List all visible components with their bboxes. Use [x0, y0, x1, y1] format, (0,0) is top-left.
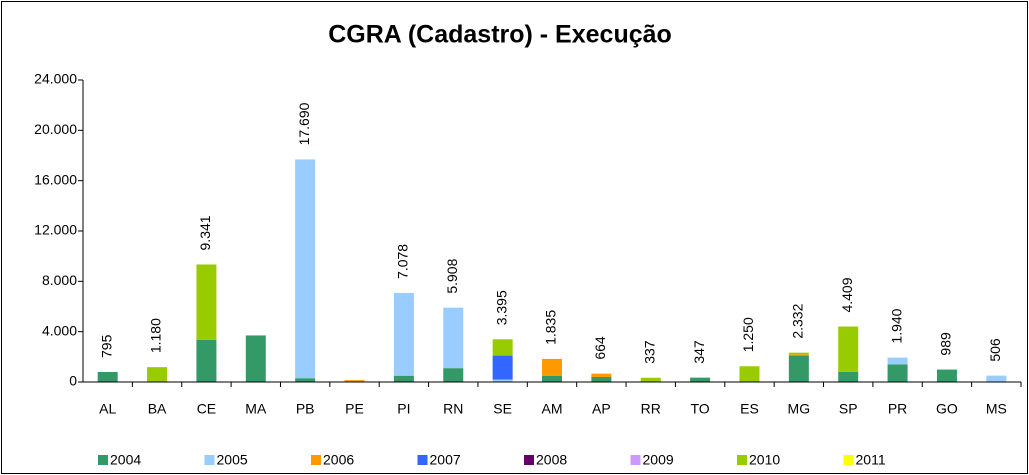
x-tick-label: PR — [888, 401, 907, 417]
y-tick-label: 20.000 — [34, 121, 77, 137]
total-label: 337 — [641, 340, 657, 364]
total-label: 1.835 — [543, 310, 559, 345]
x-tick-label: RN — [443, 401, 463, 417]
x-tick-label: AL — [99, 401, 116, 417]
legend-label: 2009 — [643, 452, 674, 468]
legend-swatch — [204, 455, 215, 465]
x-tick-label: BA — [148, 401, 167, 417]
x-tick-label: AP — [592, 401, 611, 417]
legend-swatch — [311, 455, 321, 465]
x-tick-label: MS — [986, 401, 1007, 417]
legend-swatch — [630, 455, 641, 465]
bar-segment — [443, 307, 464, 369]
bar-segment — [443, 368, 464, 382]
x-tick-label: AM — [542, 401, 563, 417]
x-tick-label: PB — [296, 401, 315, 417]
legend-label: 2006 — [323, 452, 354, 468]
bar-segment — [492, 355, 513, 380]
bar-segment — [788, 354, 809, 356]
y-tick-label: 12.000 — [34, 222, 77, 238]
bar-segment — [788, 352, 809, 355]
bar-segment — [147, 367, 168, 382]
bar-segment — [838, 371, 859, 382]
bar-segment — [344, 380, 365, 382]
y-tick-label: 16.000 — [34, 171, 77, 187]
bar-segment — [739, 366, 760, 382]
x-tick-label: TO — [691, 401, 710, 417]
legend-label: 2004 — [110, 452, 141, 468]
legend-swatch — [843, 455, 854, 465]
legend-label: 2011 — [856, 452, 886, 468]
bar-segment — [690, 377, 711, 382]
bar-segment — [542, 375, 562, 382]
legend-swatch — [98, 455, 108, 465]
x-tick-label: ES — [740, 401, 759, 417]
x-tick-label: SE — [493, 401, 512, 417]
total-label: 1.180 — [148, 318, 164, 353]
bar-segment — [295, 378, 316, 382]
y-tick-label: 4.000 — [42, 322, 77, 338]
legend-label: 2007 — [430, 452, 461, 468]
legend-swatch — [737, 455, 747, 465]
x-tick-label: PE — [345, 401, 364, 417]
total-label: 1.940 — [888, 308, 904, 343]
x-tick-label: PI — [397, 401, 410, 417]
x-tick-label: SP — [839, 401, 858, 417]
bar-segment — [97, 371, 118, 382]
bar-segment — [196, 339, 217, 382]
total-label: 3.395 — [493, 290, 509, 325]
bar-segment — [492, 379, 513, 382]
legend-label: 2005 — [217, 452, 248, 468]
bar-segment — [393, 375, 414, 382]
legend-swatch — [524, 455, 534, 465]
legend-swatch — [417, 455, 428, 465]
bar-segment — [492, 339, 513, 356]
total-label: 347 — [691, 340, 707, 364]
x-tick-label: CE — [197, 401, 216, 417]
bar-segment — [591, 373, 612, 377]
bar-segment — [245, 335, 266, 382]
total-label: 1.250 — [740, 317, 756, 352]
x-tick-label: GO — [936, 401, 958, 417]
bar-segment — [542, 358, 562, 376]
bar-segment — [640, 377, 661, 382]
total-label: 989 — [938, 332, 954, 356]
bar-segment — [393, 292, 414, 376]
x-tick-label: MG — [788, 401, 811, 417]
total-label: 664 — [592, 336, 608, 360]
bar-segment — [986, 375, 1007, 382]
bar-segment — [295, 159, 316, 379]
bar-segment — [591, 376, 612, 382]
total-label: 7.078 — [395, 244, 411, 279]
total-label: 17.690 — [296, 102, 312, 145]
bar-segment — [788, 355, 809, 382]
bar-segment — [838, 326, 859, 372]
total-label: 9.341 — [197, 215, 213, 250]
total-label: 795 — [98, 334, 114, 358]
total-label: 5.908 — [444, 258, 460, 293]
x-tick-label: RR — [641, 401, 661, 417]
y-tick-label: 24.000 — [34, 71, 77, 87]
chart-title: CGRA (Cadastro) - Execução — [328, 21, 672, 49]
total-label: 4.409 — [839, 277, 855, 312]
x-tick-label: MA — [245, 401, 267, 417]
total-label: 2.332 — [790, 303, 806, 338]
total-label: 506 — [987, 338, 1003, 362]
legend-label: 2008 — [536, 452, 567, 468]
y-tick-label: 0 — [69, 373, 77, 389]
bar-segment — [196, 264, 217, 340]
y-tick-label: 8.000 — [42, 272, 77, 288]
bar-segment — [936, 369, 957, 382]
legend-label: 2010 — [749, 452, 780, 468]
bar-segment — [887, 357, 908, 365]
bar-segment — [887, 364, 908, 382]
